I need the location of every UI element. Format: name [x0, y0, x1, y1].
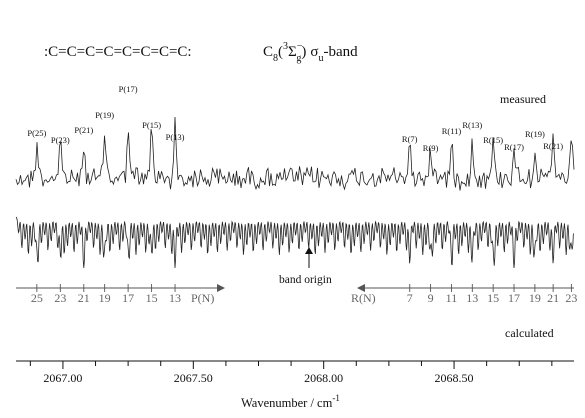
- peak-label-p15: P(15): [142, 120, 161, 130]
- x-axis-label-main: Wavenumber / cm: [241, 396, 333, 410]
- x-tick-label: 2067.00: [43, 371, 82, 385]
- r-tick-label-11: 11: [446, 291, 458, 305]
- title-sigma-sub: u: [318, 53, 323, 64]
- peak-label-r15: R(15): [483, 135, 503, 145]
- peak-label-r21: R(21): [543, 141, 563, 151]
- chart-title: :C=C=C=C=C=C=C=C: C8(3Σ− g) σu-band: [44, 41, 358, 64]
- measured-trace: [15, 116, 575, 191]
- peak-label-r11: R(11): [442, 126, 462, 136]
- title-paren-open: (: [278, 44, 283, 60]
- title-paren-close: ): [301, 44, 306, 60]
- peak-label-r17: R(17): [504, 142, 524, 152]
- title-molecule: C8(3Σ− g) σu-band: [263, 41, 358, 64]
- p-tick-label-17: 17: [122, 291, 134, 305]
- r-tick-label-19: 19: [529, 291, 541, 305]
- x-axis-ticks: 2067.00 2067.50 2068.00 2068.50: [29, 361, 553, 385]
- p-tick-label-15: 15: [146, 291, 158, 305]
- r-tick-label-7: 7: [407, 291, 413, 305]
- r-tick-label-9: 9: [428, 291, 434, 305]
- band-origin-arrowhead: [305, 247, 313, 254]
- title-band-word: -band: [323, 44, 358, 60]
- x-tick-label: 2067.50: [174, 371, 213, 385]
- peak-label-p21: P(21): [74, 125, 93, 135]
- title-mol-sub: 8: [273, 53, 278, 64]
- band-origin-label: band origin: [279, 274, 332, 286]
- x-axis-label: Wavenumber / cm-1: [241, 393, 340, 410]
- p-branch-label: P(N): [191, 291, 214, 305]
- calculated-trace: [15, 216, 574, 269]
- x-tick-label: 2068.00: [304, 371, 343, 385]
- title-term-sym: Σ: [288, 44, 297, 60]
- p-tick-label-25: 25: [31, 291, 43, 305]
- peak-label-p13: P(13): [166, 132, 185, 142]
- r-tick-label-13: 13: [466, 291, 478, 305]
- r-branch-label: R(N): [351, 291, 376, 305]
- r-tick-label-23: 23: [565, 291, 577, 305]
- title-mol-base: C: [263, 44, 273, 60]
- peak-label-p17: P(17): [119, 84, 138, 94]
- title-sigma: σ: [310, 44, 318, 60]
- p-tick-label-13: 13: [169, 291, 181, 305]
- title-chain: :C=C=C=C=C=C=C=C:: [44, 44, 192, 60]
- peak-label-group: P(25) P(23) P(21)P(19) P(17) P(15) P(13) R(7) R…: [27, 84, 563, 153]
- p-tick-label-23: 23: [54, 291, 66, 305]
- x-tick-label: 2068.50: [435, 371, 474, 385]
- peak-label-r7: R(7): [402, 134, 418, 144]
- title-term-sup: −: [297, 41, 303, 52]
- peak-label-p23: P(23): [51, 135, 70, 145]
- r-tick-label-21: 21: [547, 291, 559, 305]
- p-tick-label-19: 19: [99, 291, 111, 305]
- title-term-pre: 3: [283, 41, 288, 52]
- peak-label-p25: P(25): [27, 128, 46, 138]
- calculated-label: calculated: [505, 326, 554, 340]
- r-tick-label-17: 17: [508, 291, 520, 305]
- x-axis-label-exp: -1: [332, 393, 340, 403]
- peak-label-p19: P(19): [95, 110, 114, 120]
- p-axis-arrowhead: [217, 284, 225, 292]
- assignment-ticks: 25 23 21 19 17 15 13 7 9 11 13 15 17 19 21 23: [31, 284, 577, 305]
- title-term-sub: g: [296, 53, 301, 64]
- p-tick-label-21: 21: [78, 291, 90, 305]
- measured-label: measured: [500, 92, 546, 106]
- peak-label-r9: R(9): [423, 143, 439, 153]
- r-axis-arrowhead: [357, 284, 365, 292]
- r-tick-label-15: 15: [487, 291, 499, 305]
- peak-label-r13: R(13): [462, 120, 482, 130]
- peak-label-r19: R(19): [525, 129, 545, 139]
